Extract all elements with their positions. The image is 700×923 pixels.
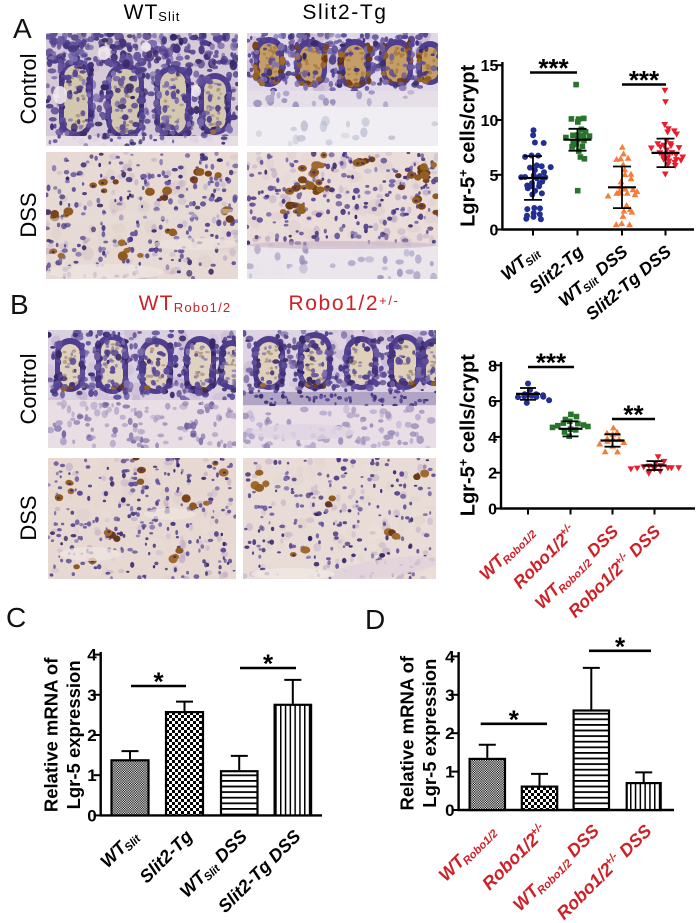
svg-text:15: 15 xyxy=(481,58,499,75)
svg-text:WTSlit: WTSlit xyxy=(96,825,144,873)
svg-text:Lgr-5 expression: Lgr-5 expression xyxy=(419,659,440,808)
svg-text:***: *** xyxy=(629,65,660,95)
svg-text:0: 0 xyxy=(445,801,454,820)
svg-text:4: 4 xyxy=(87,646,97,665)
svg-text:Lgr-5 expression: Lgr-5 expression xyxy=(63,660,84,809)
svg-text:Lgr-5+ cells/crypt: Lgr-5+ cells/crypt xyxy=(456,354,480,516)
svg-text:Lgr-5+ cells/crypt: Lgr-5+ cells/crypt xyxy=(456,64,480,226)
svg-text:*: * xyxy=(509,704,520,734)
svg-text:***: *** xyxy=(538,53,569,83)
svg-text:4: 4 xyxy=(488,430,497,447)
svg-text:Relative mRNA of: Relative mRNA of xyxy=(397,655,418,810)
svg-text:5: 5 xyxy=(489,168,498,185)
svg-text:*: * xyxy=(263,649,274,679)
svg-text:1: 1 xyxy=(445,763,454,782)
svg-text:2: 2 xyxy=(445,724,454,743)
svg-text:0: 0 xyxy=(488,502,497,519)
svg-text:0: 0 xyxy=(489,223,498,240)
svg-text:3: 3 xyxy=(445,686,454,705)
svg-text:Relative mRNA of: Relative mRNA of xyxy=(41,657,62,812)
svg-text:10: 10 xyxy=(481,113,499,130)
svg-text:1: 1 xyxy=(87,766,96,785)
svg-text:2: 2 xyxy=(87,726,96,745)
svg-text:*: * xyxy=(615,631,626,661)
svg-text:4: 4 xyxy=(445,647,455,666)
svg-text:0: 0 xyxy=(87,806,96,825)
svg-text:2: 2 xyxy=(488,466,497,483)
svg-text:8: 8 xyxy=(488,358,497,375)
svg-text:6: 6 xyxy=(488,394,497,411)
svg-text:**: ** xyxy=(623,400,644,430)
svg-text:3: 3 xyxy=(87,686,96,705)
svg-text:*: * xyxy=(153,667,164,697)
svg-text:***: *** xyxy=(536,348,567,378)
